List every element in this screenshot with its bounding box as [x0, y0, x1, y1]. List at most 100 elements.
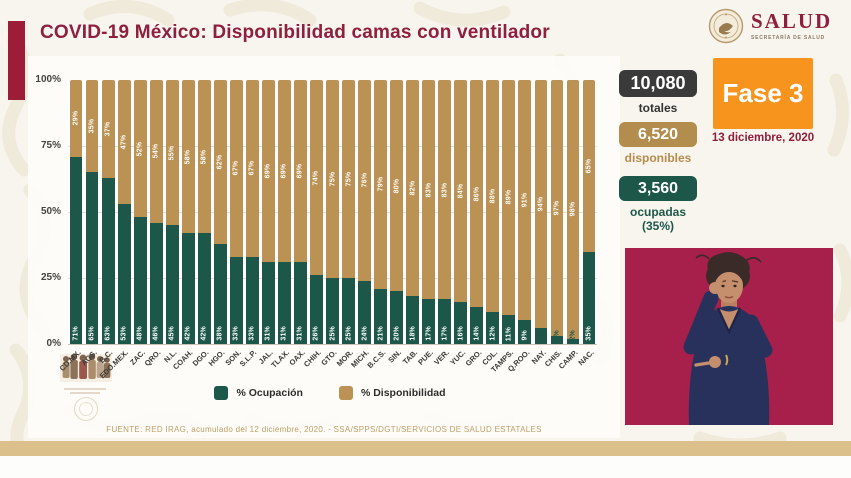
- segment-ocupacion: 16%: [454, 301, 468, 344]
- segment-disponibilidad: 52%: [133, 80, 147, 218]
- value-label-ocupacion: 16%: [457, 326, 465, 341]
- bar-camp: 98% 2% CAMP.: [557, 80, 580, 371]
- logo-title: SALUD: [751, 9, 833, 33]
- value-label-ocupacion: 17%: [425, 326, 433, 341]
- segment-disponibilidad: 83%: [438, 80, 452, 300]
- phase-badge: Fase 3: [713, 58, 813, 129]
- value-label-ocupacion: 6%: [537, 330, 545, 341]
- segment-ocupacion: 31%: [261, 262, 275, 344]
- segment-ocupacion: 11%: [502, 314, 516, 344]
- segment-disponibilidad: 82%: [406, 80, 420, 297]
- bar-slp: 67% 33% S.L.P.: [238, 80, 259, 368]
- segment-disponibilidad: 62%: [213, 80, 227, 244]
- legend-swatch-ocupacion: [214, 386, 229, 400]
- value-label-ocupacion: 42%: [200, 326, 208, 341]
- segment-ocupacion: 42%: [181, 233, 195, 344]
- value-label-disponibilidad: 47%: [120, 134, 128, 150]
- segment-disponibilidad: 97%: [550, 80, 564, 337]
- segment-disponibilidad: 58%: [197, 80, 211, 234]
- bar-ags: 35% 65% AGS.: [79, 80, 99, 367]
- segment-disponibilidad: 47%: [117, 80, 131, 205]
- phase-date: 13 diciembre, 2020: [711, 132, 815, 144]
- segment-ocupacion: 24%: [358, 280, 371, 344]
- legend-item-ocupacion: % Ocupación: [214, 386, 303, 400]
- y-tick: 100%: [35, 74, 61, 85]
- segment-ocupacion: 26%: [310, 275, 323, 344]
- segment-disponibilidad: 80%: [390, 80, 404, 292]
- value-label-disponibilidad: 35%: [88, 118, 96, 134]
- y-tick: 75%: [40, 140, 61, 151]
- segment-disponibilidad: 69%: [261, 80, 275, 263]
- bar-gto: 75% 25% GTO.: [320, 80, 339, 367]
- bar-coah: 58% 42% COAH.: [171, 80, 195, 371]
- stat-totales-label: totales: [638, 101, 678, 115]
- value-label-ocupacion: 14%: [473, 326, 481, 341]
- bar-chih: 74% 26% CHIH.: [302, 80, 323, 369]
- bar-bcs: 79% 21% B.C.S.: [365, 80, 388, 370]
- value-label-ocupacion: 2%: [569, 330, 577, 341]
- legend-swatch-disponibilidad: [338, 386, 353, 400]
- bar-mor: 75% 25% MOR.: [335, 80, 355, 368]
- segment-disponibilidad: 88%: [486, 80, 500, 313]
- stat-ocupadas-value: 3,560: [619, 176, 697, 201]
- segment-ocupacion: 20%: [390, 291, 404, 344]
- segment-disponibilidad: 67%: [229, 80, 243, 257]
- legend-label-disponibilidad: % Disponibilidad: [360, 387, 446, 399]
- logo-subtitle: SECRETARÍA DE SALUD: [751, 35, 826, 41]
- value-label-disponibilidad: 98%: [569, 202, 577, 217]
- value-label-ocupacion: 53%: [120, 326, 128, 341]
- segment-disponibilidad: 35%: [85, 80, 99, 173]
- y-tick: 50%: [40, 206, 61, 217]
- value-label-ocupacion: 11%: [505, 326, 513, 341]
- value-label-disponibilidad: 89%: [505, 190, 513, 205]
- bar-jal: 69% 31% JAL.: [257, 80, 275, 366]
- value-label-disponibilidad: 75%: [329, 171, 337, 187]
- bar-ver: 83% 17% VER.: [432, 80, 452, 367]
- segment-ocupacion: 35%: [582, 251, 596, 344]
- segment-disponibilidad: 69%: [278, 80, 291, 263]
- segment-ocupacion: 33%: [245, 256, 259, 344]
- value-label-ocupacion: 3%: [553, 330, 561, 341]
- value-label-ocupacion: 17%: [441, 326, 449, 341]
- segment-ocupacion: 17%: [422, 299, 436, 344]
- segment-disponibilidad: 75%: [326, 80, 339, 278]
- legend-item-disponibilidad: % Disponibilidad: [338, 386, 446, 400]
- legend-label-ocupacion: % Ocupación: [236, 387, 303, 399]
- value-label-disponibilidad: 82%: [409, 180, 417, 196]
- segment-disponibilidad: 69%: [294, 80, 307, 263]
- stat-ocupadas: 3,560 ocupadas (35%): [619, 176, 697, 233]
- segment-ocupacion: 18%: [406, 296, 420, 344]
- segment-disponibilidad: 84%: [454, 80, 468, 302]
- value-label-ocupacion: 71%: [72, 326, 80, 341]
- value-label-ocupacion: 25%: [329, 326, 337, 341]
- bar-bc: 37% 63% B.C.: [97, 80, 115, 365]
- segment-disponibilidad: 79%: [374, 80, 388, 289]
- bar-qro: 54% 46% QRO.: [143, 80, 163, 368]
- bar-qroo: 91% 9% Q.ROO.: [506, 80, 532, 374]
- value-label-disponibilidad: 86%: [473, 186, 481, 201]
- value-label-disponibilidad: 52%: [136, 141, 144, 156]
- segment-disponibilidad: 91%: [518, 80, 532, 321]
- bar-zac: 52% 48% ZAC.: [128, 80, 147, 367]
- bar-tab: 82% 18% TAB.: [401, 80, 420, 366]
- segment-ocupacion: 71%: [69, 156, 83, 344]
- bar-mich: 76% 24% MICH.: [350, 80, 371, 369]
- value-label-ocupacion: 65%: [88, 326, 96, 341]
- value-label-ocupacion: 46%: [152, 326, 160, 341]
- value-label-ocupacion: 20%: [393, 326, 401, 341]
- value-label-disponibilidad: 69%: [296, 163, 304, 179]
- segment-ocupacion: 2%: [566, 330, 580, 344]
- value-label-disponibilidad: 29%: [72, 110, 80, 126]
- sign-language-interpreter-photo: [625, 248, 833, 425]
- bar-son: 67% 33% SON.: [223, 80, 243, 367]
- segment-ocupacion: 17%: [438, 299, 452, 344]
- stat-disponibles: 6,520 disponibles: [619, 122, 697, 165]
- value-label-disponibilidad: 55%: [168, 145, 176, 160]
- bar-tlax: 69% 31% TLAX.: [269, 80, 291, 370]
- bar-nl: 55% 45% N.L.: [162, 80, 179, 364]
- value-label-disponibilidad: 65%: [585, 158, 593, 174]
- bar-hgo: 62% 38% HGO.: [207, 80, 227, 368]
- value-label-ocupacion: 48%: [136, 326, 144, 341]
- value-label-ocupacion: 21%: [377, 326, 385, 341]
- value-label-ocupacion: 38%: [216, 326, 224, 341]
